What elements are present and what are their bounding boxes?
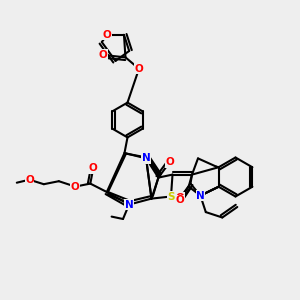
Text: O: O [175, 195, 184, 205]
Text: O: O [103, 30, 111, 40]
Text: N: N [124, 200, 134, 210]
Text: O: O [176, 193, 184, 203]
Text: N: N [196, 190, 205, 201]
Text: O: O [25, 175, 34, 185]
Text: N: N [196, 190, 205, 201]
Text: N: N [142, 153, 151, 164]
Text: O: O [165, 157, 174, 167]
Text: O: O [99, 50, 107, 60]
Text: S: S [167, 191, 175, 202]
Text: O: O [135, 64, 143, 74]
Text: O: O [89, 163, 98, 173]
Text: O: O [71, 182, 80, 192]
